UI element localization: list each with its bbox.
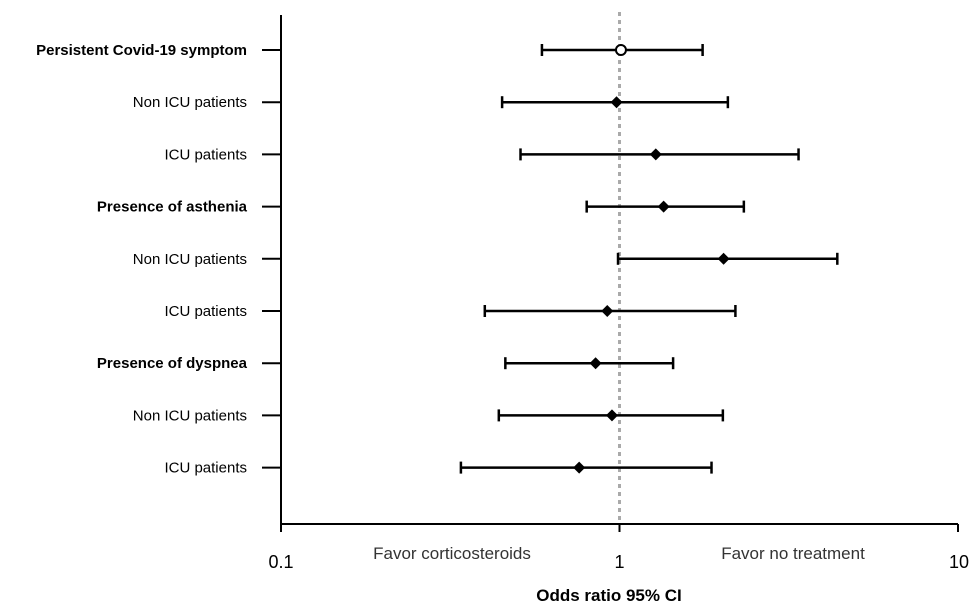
x-tick: 1 bbox=[614, 524, 625, 572]
forest-row: ICU patients bbox=[164, 460, 713, 477]
x-tick-label: 10 bbox=[949, 552, 969, 572]
x-ticks-layer: 0.1 1 10 bbox=[268, 524, 969, 572]
estimate-marker bbox=[610, 96, 623, 109]
rows-layer: Persistent Covid-19 symptom Non ICU patie… bbox=[36, 42, 839, 477]
row-label: Presence of asthenia bbox=[97, 199, 248, 216]
favor-right-label: Favor no treatment bbox=[721, 544, 865, 563]
forest-row: Non ICU patients bbox=[133, 251, 839, 268]
estimate-marker bbox=[657, 200, 670, 213]
x-tick-label: 1 bbox=[614, 552, 624, 572]
estimate-marker bbox=[614, 44, 627, 56]
forest-row: ICU patients bbox=[164, 146, 800, 163]
row-label: ICU patients bbox=[164, 303, 247, 320]
row-label: Persistent Covid-19 symptom bbox=[36, 42, 247, 59]
row-label: Non ICU patients bbox=[133, 407, 247, 424]
row-label: Presence of dyspnea bbox=[97, 355, 248, 372]
forest-row: Non ICU patients bbox=[133, 94, 730, 111]
row-label: Non ICU patients bbox=[133, 94, 247, 111]
x-tick: 0.1 bbox=[268, 524, 294, 572]
forest-row: ICU patients bbox=[164, 303, 737, 320]
forest-row: Presence of asthenia bbox=[97, 199, 746, 216]
row-label: ICU patients bbox=[164, 460, 247, 477]
estimate-marker bbox=[573, 461, 586, 474]
favor-left-label: Favor corticosteroids bbox=[373, 544, 531, 563]
estimate-marker bbox=[605, 409, 618, 422]
estimate-marker bbox=[717, 252, 730, 265]
estimate-marker bbox=[601, 305, 614, 317]
estimate-marker bbox=[589, 357, 602, 370]
forest-row: Non ICU patients bbox=[133, 407, 725, 424]
forest-row: Persistent Covid-19 symptom bbox=[36, 42, 704, 59]
estimate-marker bbox=[649, 148, 662, 161]
row-label: ICU patients bbox=[164, 146, 247, 163]
x-axis-title: Odds ratio 95% CI bbox=[536, 586, 681, 605]
forest-row: Presence of dyspnea bbox=[97, 355, 675, 372]
x-tick: 10 bbox=[949, 524, 969, 572]
x-tick-label: 0.1 bbox=[268, 552, 293, 572]
row-label: Non ICU patients bbox=[133, 251, 247, 268]
